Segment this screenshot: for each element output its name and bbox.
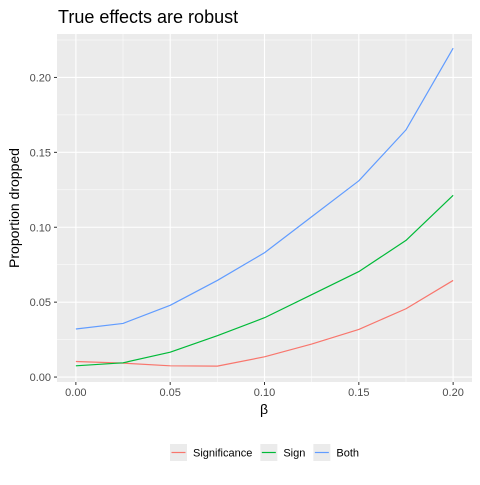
x-tick-label: 0.15 [348,387,369,399]
legend-label: Sign [283,448,305,460]
legend-item-both: Both [313,444,359,461]
series-line-both [75,47,454,330]
legend-label: Significance [193,448,252,460]
x-tick-label: 0.05 [159,387,180,399]
y-axis-title: Proportion dropped [6,148,22,268]
series-line-sign [75,194,454,367]
legend-item-sign: Sign [260,444,305,461]
grid-lines [57,34,472,382]
legend: Significance Sign Both [170,444,359,461]
x-tick-label: 0.00 [65,387,86,399]
x-axis: 0.00 0.05 0.10 0.15 0.20 [65,382,464,399]
x-tick-label: 0.10 [254,387,275,399]
chart-title: True effects are robust [58,7,238,27]
series-line-significance [75,279,454,367]
x-tick-label: 0.20 [442,387,463,399]
y-axis: 0.00 0.05 0.10 0.15 0.20 [30,72,57,384]
legend-item-significance: Significance [170,444,252,461]
x-axis-title: β [260,401,268,417]
legend-label: Both [336,448,359,460]
y-tick-label: 0.10 [30,222,51,234]
y-tick-label: 0.20 [30,72,51,84]
series-lines [75,47,454,367]
y-tick-label: 0.05 [30,297,51,309]
y-tick-label: 0.00 [30,372,51,384]
y-tick-label: 0.15 [30,147,51,159]
